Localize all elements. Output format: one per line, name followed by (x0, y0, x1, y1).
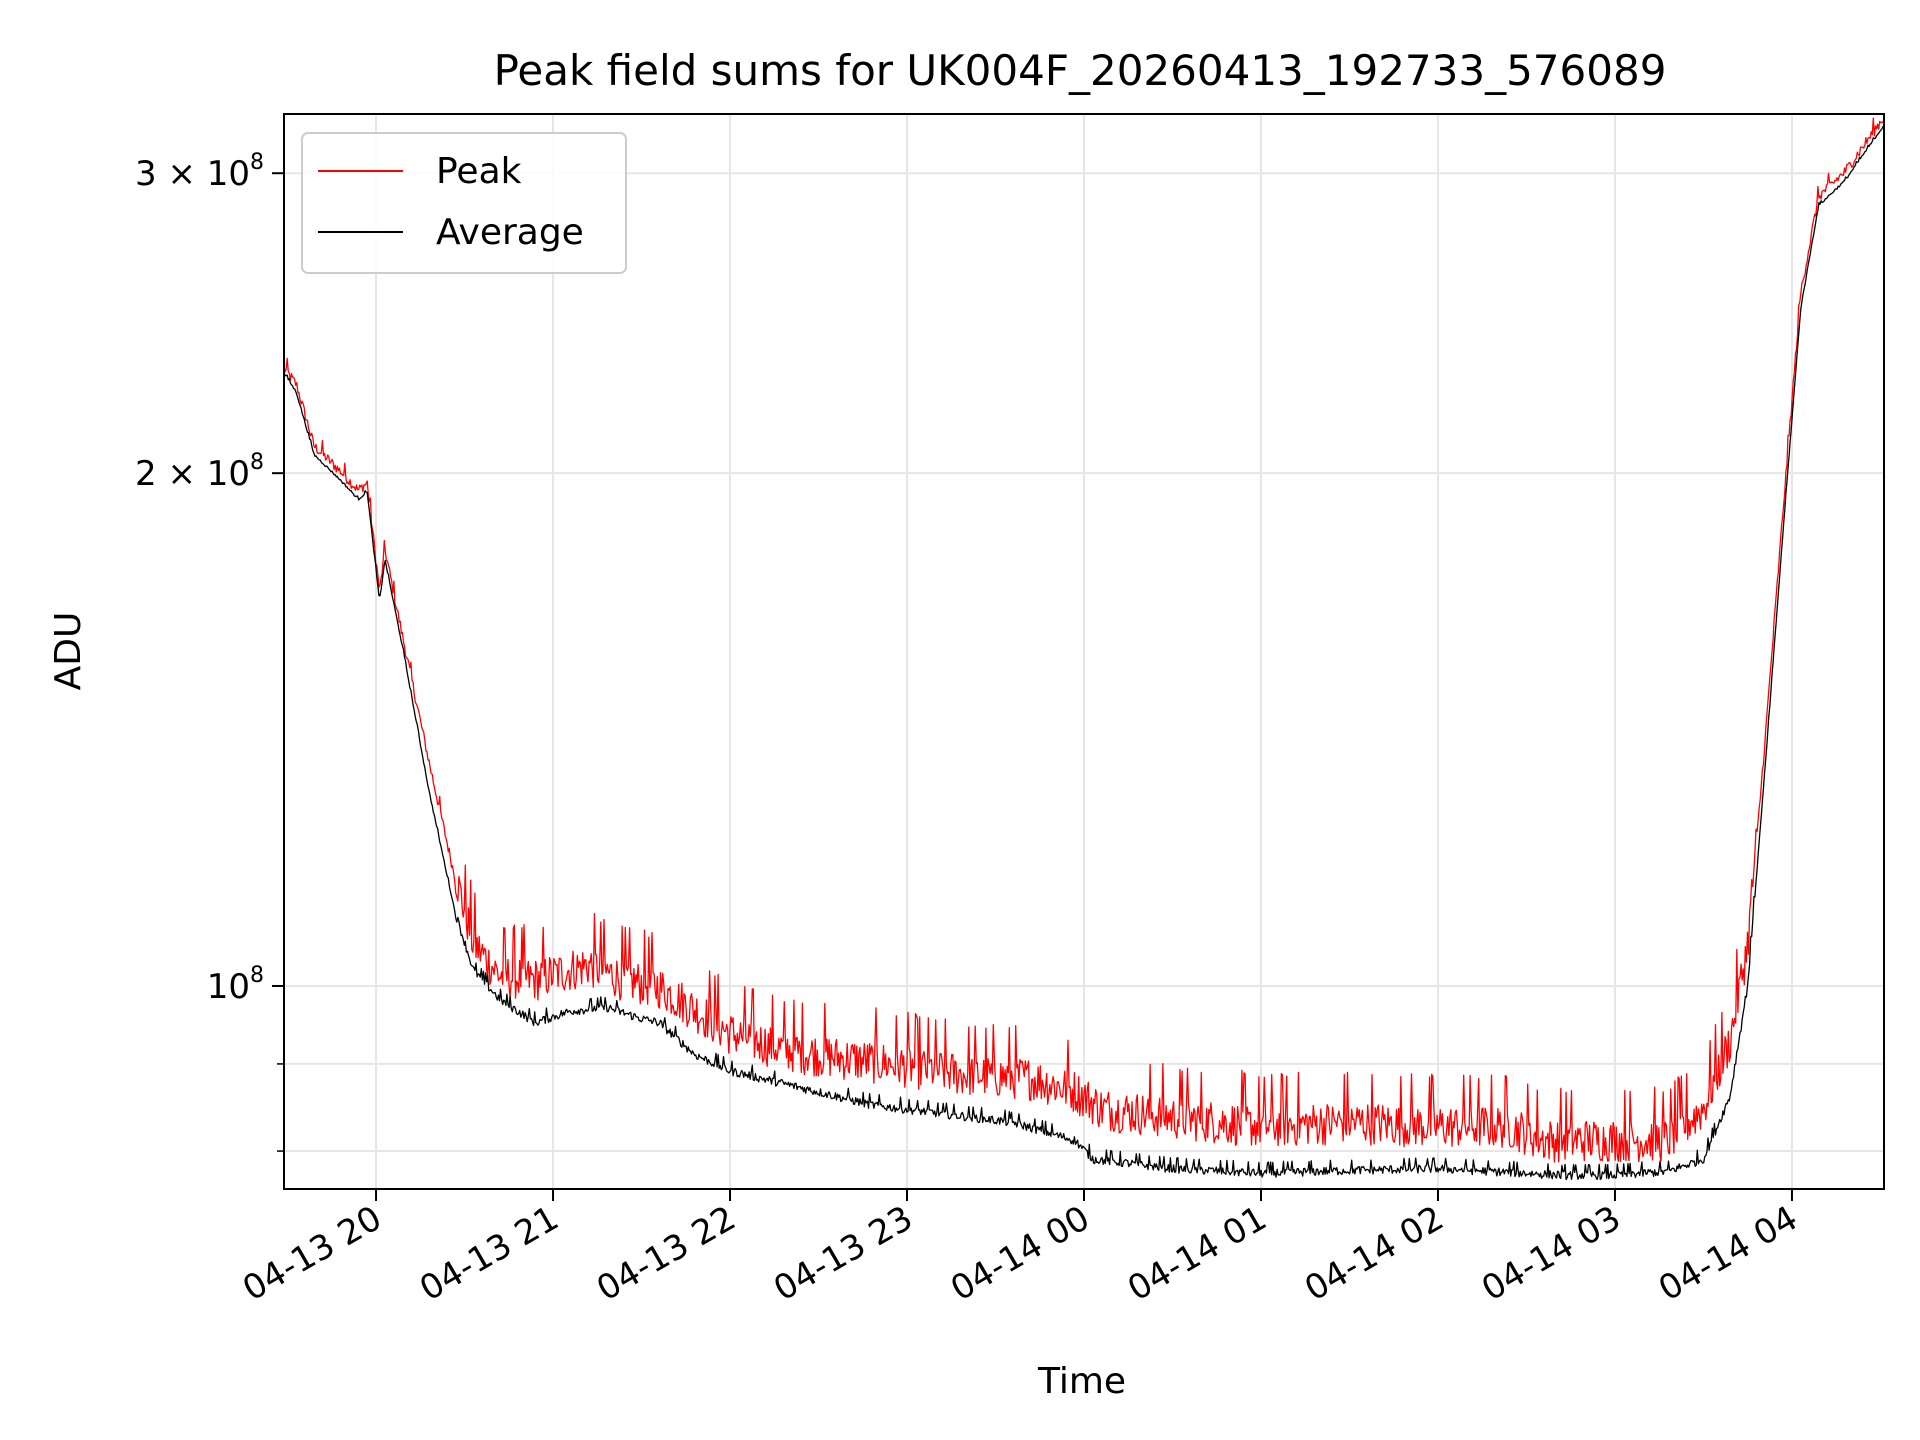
y-tick-label: 2 × 108 (135, 450, 264, 494)
series-group (283, 117, 1885, 1181)
chart-title: Peak field sums for UK004F_20260413_1927… (494, 46, 1667, 95)
series-line-peak (283, 117, 1885, 1163)
legend-label-average: Average (436, 212, 584, 253)
series-line-average (283, 125, 1885, 1181)
y-axis-label: ADU (48, 612, 89, 691)
y-tick-label: 3 × 108 (135, 150, 264, 194)
legend-label-peak: Peak (436, 151, 522, 192)
y-tick-exponent: 8 (250, 450, 264, 475)
legend: Peak Average (301, 132, 627, 274)
y-tick-exponent: 8 (250, 963, 264, 988)
legend-box (301, 132, 627, 274)
x-axis-label: Time (1037, 1361, 1126, 1402)
y-tick-exponent: 8 (250, 150, 264, 175)
